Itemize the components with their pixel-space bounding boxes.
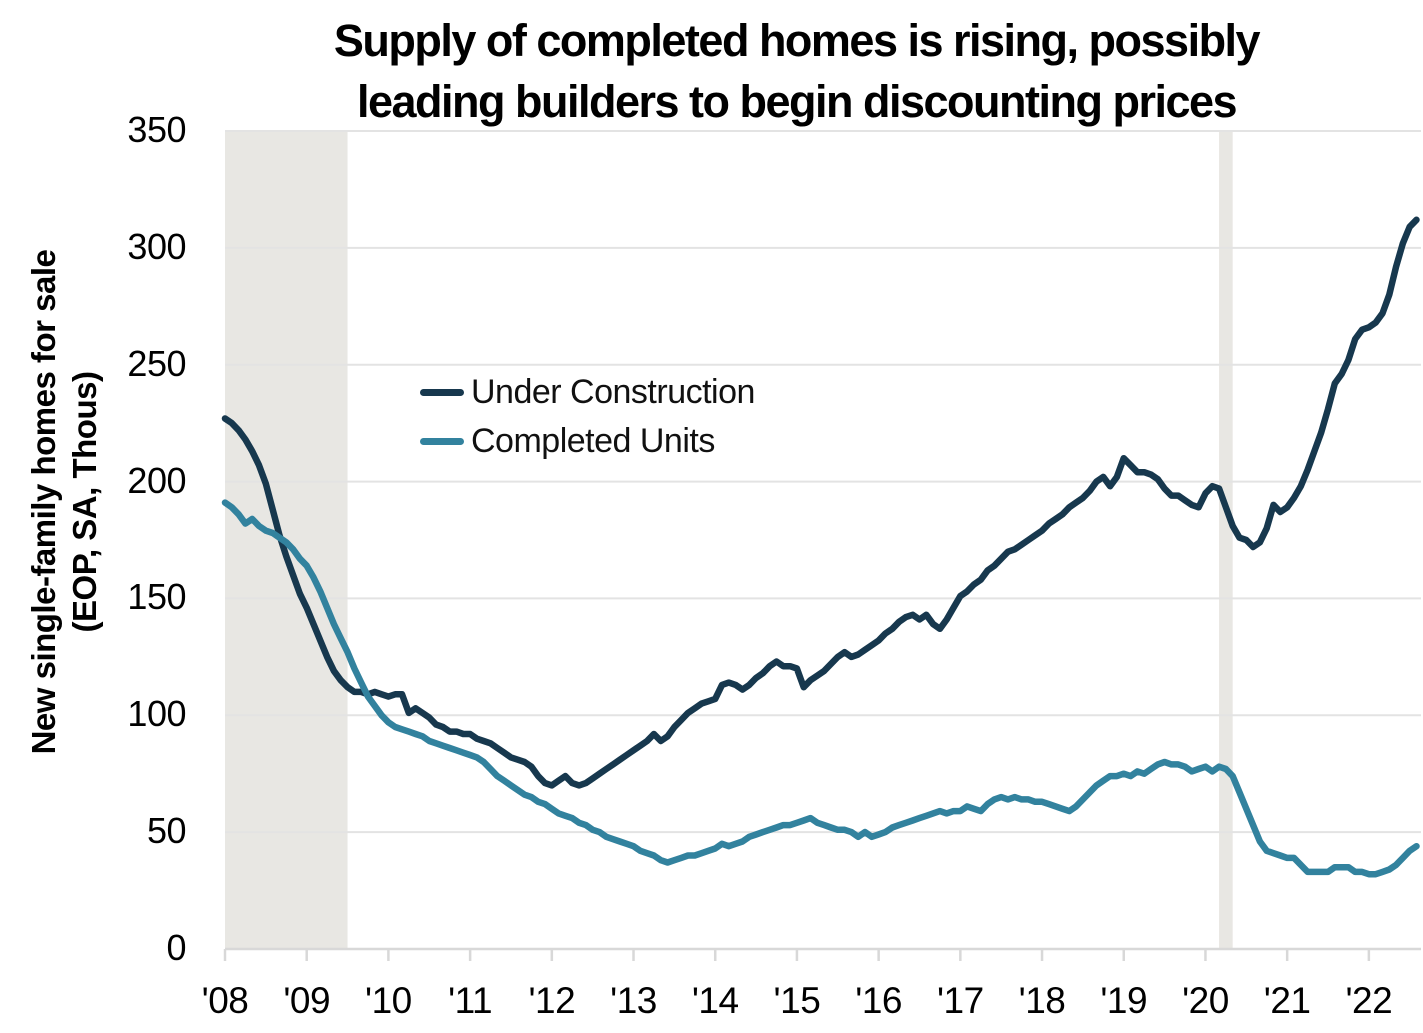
legend-item-under-construction: Under Construction <box>420 368 755 417</box>
y-axis-title: New single-family homes for sale (EOP, S… <box>23 250 105 755</box>
x-tick-label: '21 <box>1263 980 1311 1021</box>
chart-title-line1: Supply of completed homes is rising, pos… <box>333 15 1261 66</box>
x-tick-label: '22 <box>1345 980 1393 1021</box>
x-tick-label: '11 <box>448 980 493 1021</box>
completed-units-line <box>221 499 1420 878</box>
y-tick-label: 100 <box>127 693 186 735</box>
x-tick-label: '14 <box>691 980 739 1021</box>
completed-units-swatch-icon <box>420 438 464 445</box>
under-construction-line <box>221 216 1420 789</box>
y-tick-label: 150 <box>127 576 186 618</box>
legend-label-under-construction: Under Construction <box>471 373 755 411</box>
data-series <box>221 216 1420 878</box>
y-tick-label: 250 <box>127 342 186 384</box>
y-tick-label: 0 <box>166 927 186 968</box>
legend: Under Construction Completed Units <box>420 368 755 466</box>
y-tick-label: 50 <box>146 810 187 852</box>
x-tick-label: '12 <box>528 980 576 1021</box>
x-tick-label: '17 <box>936 980 984 1021</box>
chart-title-line2: leading builders to begin discounting pr… <box>356 76 1238 127</box>
recession-bands <box>225 131 1233 949</box>
x-tick-label: '15 <box>773 980 821 1021</box>
x-tick-label: '13 <box>610 980 657 1021</box>
chart-title: Supply of completed homes is rising, pos… <box>180 10 1413 132</box>
x-tick-label: '20 <box>1182 980 1229 1021</box>
x-tick-label: '19 <box>1100 980 1148 1021</box>
x-tick-label: '16 <box>855 980 902 1021</box>
y-tick-label: 350 <box>127 109 186 150</box>
y-axis-title-line1: New single-family homes for sale <box>25 249 62 755</box>
x-tick-label: '08 <box>201 980 249 1021</box>
legend-label-completed-units: Completed Units <box>471 422 715 460</box>
x-tick-label: '10 <box>365 980 412 1021</box>
recession-band <box>1219 131 1233 949</box>
legend-item-completed-units: Completed Units <box>420 417 755 466</box>
y-tick-label: 300 <box>127 225 186 267</box>
x-tick-label: '09 <box>283 980 331 1021</box>
x-tick-label: '18 <box>1018 980 1066 1021</box>
y-tick-label: 200 <box>127 459 186 501</box>
y-axis-title-line2: (EOP, SA, Thous) <box>66 371 103 633</box>
x-axis <box>223 947 1421 961</box>
under-construction-swatch-icon <box>420 389 464 396</box>
